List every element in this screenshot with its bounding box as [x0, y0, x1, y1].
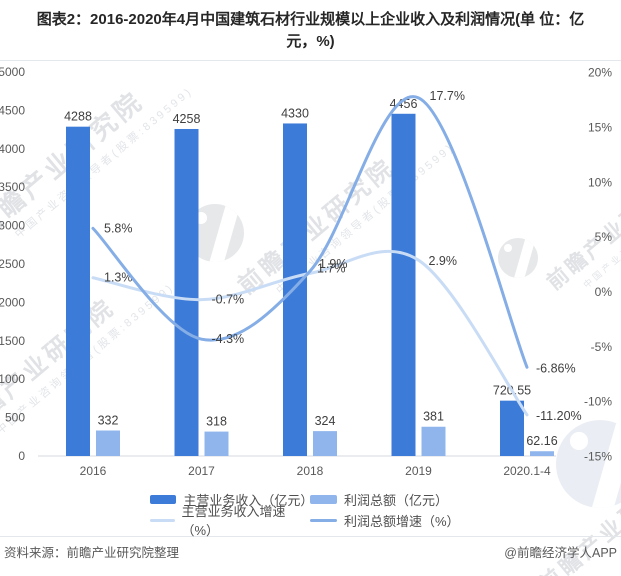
- legend-swatch-revenue: [150, 494, 177, 504]
- divider: [0, 535, 621, 537]
- plot-area: [0, 61, 621, 489]
- legend-item-profit-growth: 利润总额增速（%）: [310, 511, 460, 530]
- source-note: 资料来源：前瞻产业研究院整理: [4, 545, 180, 560]
- legend-item-revenue-growth: 主营业务收入增速（%）: [150, 501, 310, 539]
- legend-swatch-profit: [310, 494, 337, 504]
- footer: 资料来源：前瞻产业研究院整理 @前瞻经济学人APP: [0, 537, 621, 561]
- legend: 主营业务收入（亿元） 利润总额（亿元） 主营业务收入增速（%） 利润总额增速（%…: [0, 489, 621, 538]
- legend-row: 主营业务收入（亿元） 利润总额（亿元）: [150, 489, 621, 510]
- chart-title: 图表2：2016-2020年4月中国建筑石材行业规模以上企业收入及利润情况(单 …: [36, 11, 585, 50]
- legend-label: 利润总额增速（%）: [344, 513, 460, 529]
- legend-label: 利润总额（亿元）: [344, 492, 449, 508]
- legend-swatch-profit-growth: [310, 518, 337, 522]
- legend-item-profit: 利润总额（亿元）: [310, 490, 448, 509]
- credit-note: @前瞻经济学人APP: [504, 545, 617, 560]
- legend-swatch-revenue-growth: [150, 518, 175, 522]
- divider: [0, 59, 621, 61]
- legend-label: 主营业务收入（亿元）: [183, 492, 314, 508]
- legend-item-revenue: 主营业务收入（亿元）: [150, 490, 314, 509]
- legend-row: 主营业务收入增速（%） 利润总额增速（%）: [150, 504, 621, 538]
- legend-label: 主营业务收入增速（%）: [181, 504, 286, 538]
